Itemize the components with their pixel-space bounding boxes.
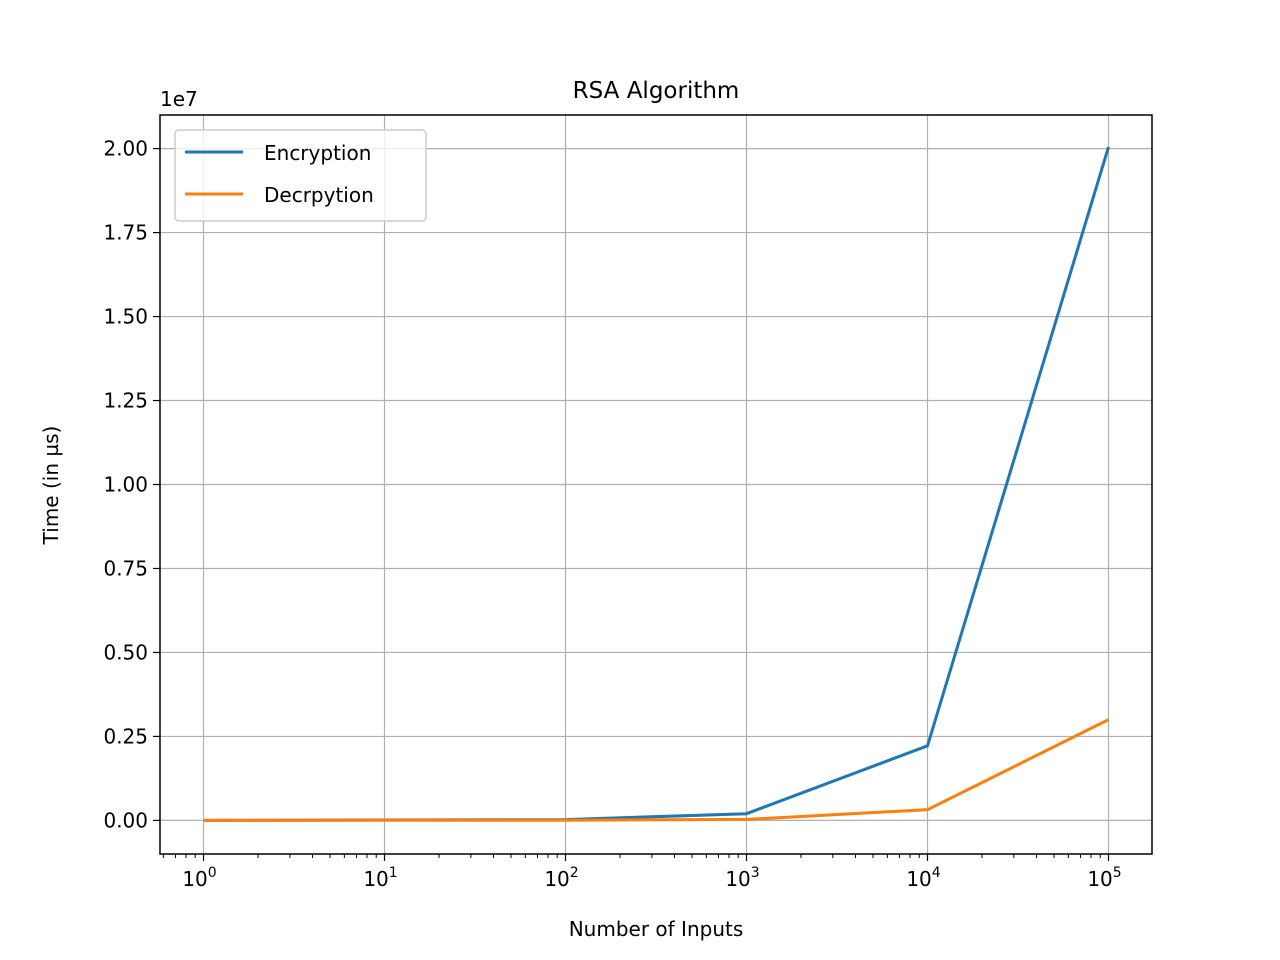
y-tick-label: 1.25 xyxy=(103,389,148,413)
x-tick-label: 100 xyxy=(182,865,216,891)
x-tick-label: 103 xyxy=(725,865,759,891)
y-tick-label: 1.00 xyxy=(103,473,148,497)
y-offset-label: 1e7 xyxy=(160,87,198,111)
x-tick-label: 105 xyxy=(1087,865,1121,891)
y-tick-label: 2.00 xyxy=(103,137,148,161)
x-tick-label: 101 xyxy=(363,865,397,891)
y-axis-label: Time (in µs) xyxy=(39,426,63,546)
series-line-decrpytion xyxy=(203,718,1110,822)
legend-label-encryption: Encryption xyxy=(264,141,371,165)
y-tick-label: 0.25 xyxy=(103,724,148,748)
y-axis-ticks: 0.00 0.25 0.50 0.75 1.00 1.25 1.50 1.75 2.00 xyxy=(103,137,160,832)
chart-title: RSA Algorithm xyxy=(573,78,740,104)
x-axis-ticks: 100 101 102 103 104 105 xyxy=(162,854,1122,891)
series-lines xyxy=(203,146,1110,822)
y-tick-label: 1.50 xyxy=(103,305,148,329)
y-tick-label: 1.75 xyxy=(103,221,148,245)
legend: Encryption Decrpytion xyxy=(174,129,427,222)
y-tick-label: 0.75 xyxy=(103,556,148,580)
legend-label-decryption: Decrpytion xyxy=(264,183,374,207)
grid xyxy=(160,115,1152,854)
y-tick-label: 0.00 xyxy=(103,808,148,832)
x-tick-label: 102 xyxy=(544,865,578,891)
y-tick-label: 0.50 xyxy=(103,640,148,664)
x-axis-label: Number of Inputs xyxy=(569,917,744,941)
x-tick-label: 104 xyxy=(906,865,940,891)
